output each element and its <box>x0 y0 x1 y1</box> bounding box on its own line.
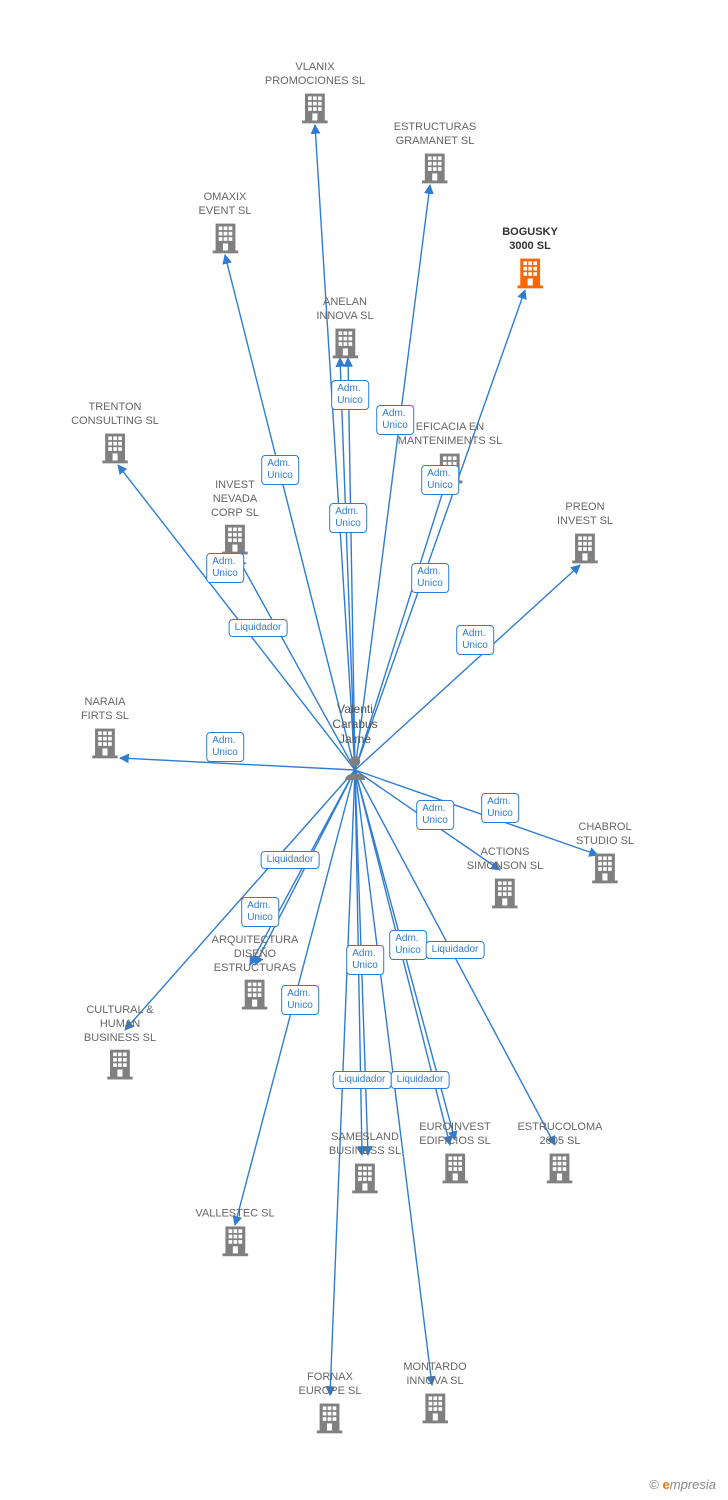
company-node-montardo[interactable]: MONTARDO INNOVA SL <box>403 1361 466 1430</box>
building-icon <box>394 150 477 189</box>
company-label: ESTRUCOLOMA 2005 SL <box>518 1121 603 1149</box>
edge-role-label: Liquidador <box>333 1071 392 1089</box>
edge-role-label: Adm. Unico <box>376 405 414 435</box>
building-icon <box>576 850 634 889</box>
building-icon <box>316 325 373 364</box>
company-node-invest[interactable]: INVEST NEVADA CORP SL <box>211 479 259 561</box>
network-diagram: Valenti Carabus Jaime VLANIX PROMOCIONES… <box>0 0 728 1500</box>
company-label: CHABROL STUDIO SL <box>576 821 634 849</box>
company-node-euroinvest[interactable]: EUROINVEST EDIFICIOS SL <box>419 1121 491 1190</box>
building-icon <box>84 1047 156 1086</box>
edge-role-label: Adm. Unico <box>261 455 299 485</box>
company-node-chabrol[interactable]: CHABROL STUDIO SL <box>576 821 634 890</box>
company-label: ANELAN INNOVA SL <box>316 296 373 324</box>
edge-role-label: Liquidador <box>426 941 485 959</box>
company-label: ESTRUCTURAS GRAMANET SL <box>394 121 477 149</box>
building-icon <box>557 530 613 569</box>
company-label: OMAXIX EVENT SL <box>199 191 252 219</box>
edge-role-label: Liquidador <box>261 851 320 869</box>
building-icon <box>329 1160 401 1199</box>
center-person-icon <box>340 753 370 788</box>
company-node-actions[interactable]: ACTIONS SIMONSON SL <box>467 846 543 915</box>
company-label: ACTIONS SIMONSON SL <box>467 846 543 874</box>
building-icon <box>467 875 543 914</box>
edge-role-label: Adm. Unico <box>481 793 519 823</box>
building-icon <box>502 255 558 294</box>
company-node-samesland[interactable]: SAMESLAND BUSINESS SL <box>329 1131 401 1200</box>
company-node-gramanet[interactable]: ESTRUCTURAS GRAMANET SL <box>394 121 477 190</box>
company-label: INVEST NEVADA CORP SL <box>211 479 259 520</box>
edge-role-label: Liquidador <box>229 619 288 637</box>
edge-role-label: Adm. Unico <box>331 380 369 410</box>
company-label: TRENTON CONSULTING SL <box>71 401 159 429</box>
building-icon <box>299 1400 362 1439</box>
edge-role-label: Liquidador <box>391 1071 450 1089</box>
company-label: PREON INVEST SL <box>557 501 613 529</box>
company-label: NARAIA FIRTS SL <box>81 696 129 724</box>
company-label: BOGUSKY 3000 SL <box>502 226 558 254</box>
building-icon <box>199 220 252 259</box>
building-icon <box>419 1150 491 1189</box>
company-node-fornax[interactable]: FORNAX EUROPE SL <box>299 1371 362 1440</box>
company-node-naraia[interactable]: NARAIA FIRTS SL <box>81 696 129 765</box>
company-node-trenton[interactable]: TRENTON CONSULTING SL <box>71 401 159 470</box>
company-label: FORNAX EUROPE SL <box>299 1371 362 1399</box>
company-label: SAMESLAND BUSINESS SL <box>329 1131 401 1159</box>
building-icon <box>265 90 365 129</box>
company-label: EUROINVEST EDIFICIOS SL <box>419 1121 491 1149</box>
edge-role-label: Adm. Unico <box>206 732 244 762</box>
company-label: CULTURAL & HUMAN BUSINESS SL <box>84 1004 156 1045</box>
building-icon <box>518 1150 603 1189</box>
company-node-anelan[interactable]: ANELAN INNOVA SL <box>316 296 373 365</box>
edge-role-label: Adm. Unico <box>416 800 454 830</box>
company-node-bogusky[interactable]: BOGUSKY 3000 SL <box>502 226 558 295</box>
company-node-preon[interactable]: PREON INVEST SL <box>557 501 613 570</box>
company-label: VALLESTEC SL <box>195 1208 274 1222</box>
edge-role-label: Adm. Unico <box>456 625 494 655</box>
building-icon <box>403 1390 466 1429</box>
edge-role-label: Adm. Unico <box>241 897 279 927</box>
edge-role-label: Adm. Unico <box>346 945 384 975</box>
edge-role-label: Adm. Unico <box>411 563 449 593</box>
company-node-vlanix[interactable]: VLANIX PROMOCIONES SL <box>265 61 365 130</box>
copyright-symbol: © <box>649 1477 659 1492</box>
company-node-cultural[interactable]: CULTURAL & HUMAN BUSINESS SL <box>84 1004 156 1086</box>
edge-role-label: Adm. Unico <box>329 503 367 533</box>
edge-role-label: Adm. Unico <box>206 553 244 583</box>
company-label: ARQUITECTURA DISEÑO ESTRUCTURAS <box>212 934 299 975</box>
company-label: MONTARDO INNOVA SL <box>403 1361 466 1389</box>
building-icon <box>195 1223 274 1262</box>
edge-role-label: Adm. Unico <box>389 930 427 960</box>
edge-role-label: Adm. Unico <box>281 985 319 1015</box>
company-label: VLANIX PROMOCIONES SL <box>265 61 365 89</box>
center-person-label: Valenti Carabus Jaime <box>332 702 377 747</box>
brand: empresia <box>663 1477 716 1492</box>
footer-copyright: © empresia <box>649 1477 716 1492</box>
building-icon <box>71 430 159 469</box>
company-node-estrucoloma[interactable]: ESTRUCOLOMA 2005 SL <box>518 1121 603 1190</box>
building-icon <box>81 725 129 764</box>
company-node-vallestec[interactable]: VALLESTEC SL <box>195 1208 274 1263</box>
company-node-omaxix[interactable]: OMAXIX EVENT SL <box>199 191 252 260</box>
edge-role-label: Adm. Unico <box>421 465 459 495</box>
